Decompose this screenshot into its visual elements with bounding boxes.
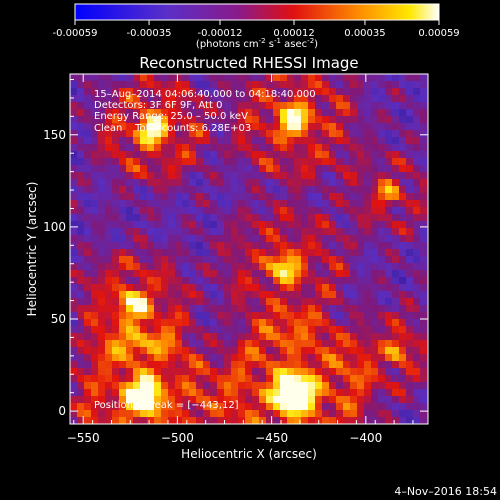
x-tick-label: −450 [255, 431, 288, 445]
peak-position-label: Position of Peak = [−443,12] [94, 400, 239, 411]
info-line-counts: Clean Total counts: 6.28E+03 [94, 123, 251, 134]
y-tick-label: 150 [43, 128, 66, 142]
x-tick-label: −400 [349, 431, 382, 445]
y-tick-label: 0 [58, 404, 66, 418]
info-line-time: 15–Aug–2014 04:06:40.000 to 04:18:40.000 [94, 89, 316, 100]
colorbar-units: (photons cm-2 s-1 asec-2) [196, 37, 318, 50]
y-axis-label: Heliocentric Y (arcsec) [25, 182, 39, 317]
x-tick-label: −550 [67, 431, 100, 445]
timestamp: 4–Nov–2016 18:54 [394, 485, 497, 498]
colorbar [75, 4, 439, 20]
chart-title: Reconstructed RHESSI Image [139, 54, 358, 72]
y-tick-label: 100 [43, 220, 66, 234]
info-line-detectors: Detectors: 3F 6F 9F, Att 0 [94, 100, 222, 111]
x-axis-label: Heliocentric X (arcsec) [181, 447, 317, 461]
colorbar-tick-label: -0.00012 [197, 28, 242, 39]
y-tick-label: 50 [51, 312, 66, 326]
colorbar-tick-label: 0.00059 [418, 28, 459, 39]
colorbar-tick-label: -0.00059 [53, 28, 98, 39]
colorbar-ticks: -0.00059 -0.00035 -0.00012 0.00012 0.00035 0.… [53, 20, 460, 39]
colorbar-tick-label: 0.00035 [344, 28, 385, 39]
colorbar-tick-label: -0.00035 [127, 28, 172, 39]
info-line-energy: Energy Range: 25.0 – 50.0 keV [94, 111, 248, 122]
x-tick-label: −500 [161, 431, 194, 445]
